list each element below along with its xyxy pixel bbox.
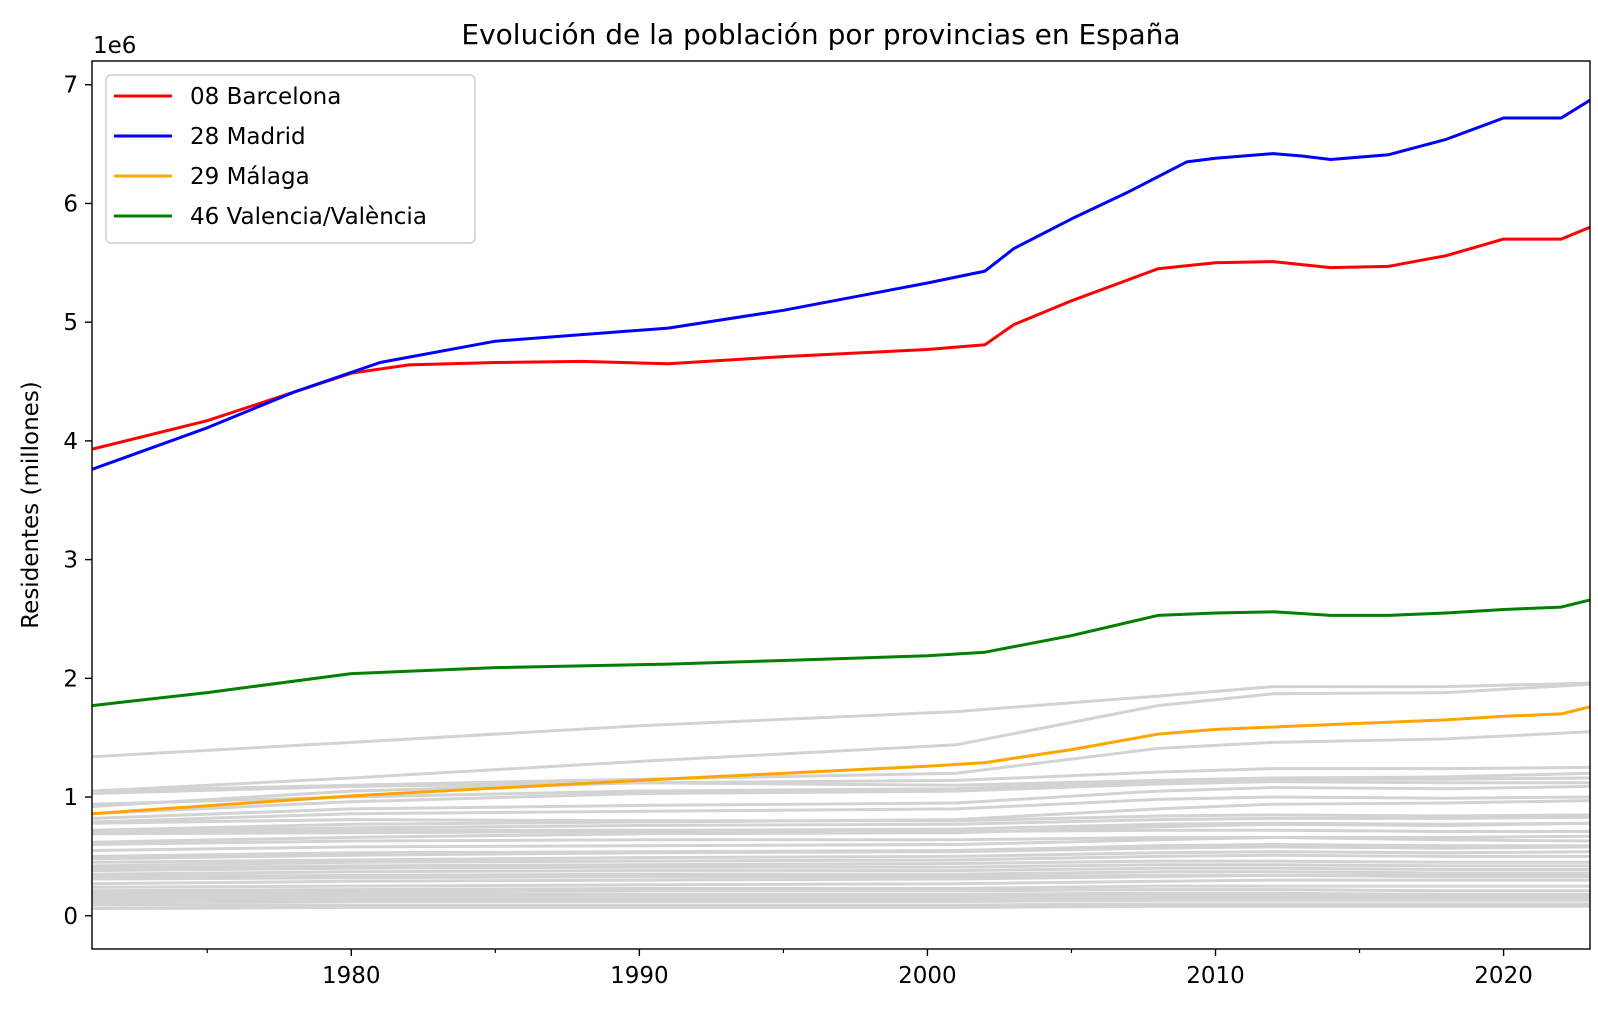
y-tick-label: 3: [63, 548, 78, 574]
series-line-0: [92, 225, 1590, 451]
y-axis-offset-label: 1e6: [93, 33, 136, 59]
background-series-line: [92, 813, 1590, 825]
background-series-line: [92, 859, 1590, 870]
background-series-line: [92, 821, 1590, 844]
legend-label-3: 46 Valencia/València: [190, 204, 427, 230]
background-series-line: [92, 765, 1590, 795]
background-series-line: [92, 888, 1590, 895]
background-series-line: [92, 834, 1590, 852]
series-line-2: [92, 705, 1590, 816]
y-axis: 0 1 2 3 4 5 6 7: [63, 73, 92, 930]
legend-label-0: 08 Barcelona: [190, 84, 341, 110]
background-series-line: [92, 784, 1590, 820]
x-axis: 1980 1990 2000 2010 2020: [206, 949, 1533, 989]
background-series-line: [92, 898, 1590, 905]
background-series-line: [92, 853, 1590, 868]
background-series-line: [92, 776, 1590, 806]
background-series-line: [92, 682, 1590, 793]
background-series-line: [92, 845, 1590, 861]
y-tick-label: 0: [63, 904, 78, 930]
series-line-3: [92, 598, 1590, 708]
background-series-line: [92, 850, 1590, 864]
background-series-line: [92, 904, 1590, 911]
highlighted-series-group: [92, 98, 1590, 816]
background-series-group: [92, 681, 1590, 911]
y-tick-label: 6: [63, 191, 78, 217]
x-tick-label: 2010: [1186, 963, 1245, 989]
background-series-line: [92, 843, 1590, 858]
background-series-line: [92, 872, 1590, 886]
background-series-line: [92, 835, 1590, 846]
background-series-line: [92, 799, 1590, 832]
y-tick-label: 4: [63, 429, 78, 455]
background-series-line: [92, 815, 1590, 833]
background-series-line: [92, 884, 1590, 893]
x-tick-label: 1980: [322, 963, 381, 989]
y-tick-label: 2: [63, 666, 78, 692]
background-series-line: [92, 795, 1590, 824]
legend-box: [105, 74, 476, 244]
background-series-line: [92, 771, 1590, 808]
background-series-line: [92, 681, 1590, 759]
y-tick-label: 5: [63, 310, 78, 336]
background-series-line: [92, 896, 1590, 902]
background-series-line: [92, 870, 1590, 879]
plot-frame: [91, 60, 1591, 950]
background-series-line: [92, 780, 1590, 816]
legend: 08 Barcelona 28 Madrid 29 Málaga 46 Valenci…: [105, 74, 476, 244]
y-tick-label: 7: [63, 73, 78, 99]
background-series-line: [92, 863, 1590, 873]
x-tick-label: 2020: [1474, 963, 1533, 989]
background-series-line: [92, 730, 1590, 793]
series-line-1: [92, 98, 1590, 471]
background-series-line: [92, 878, 1590, 889]
background-series-line: [92, 902, 1590, 907]
chart-title: Evolución de la población por provincias…: [461, 18, 1180, 51]
y-tick-label: 1: [63, 785, 78, 811]
x-tick-label: 1990: [610, 963, 669, 989]
background-series-line: [92, 894, 1590, 900]
x-tick-label: 2000: [898, 963, 957, 989]
legend-label-1: 28 Madrid: [190, 124, 306, 150]
background-series-line: [92, 866, 1590, 876]
legend-label-2: 29 Málaga: [190, 164, 310, 190]
y-axis-label: Residentes (millones): [18, 381, 44, 629]
